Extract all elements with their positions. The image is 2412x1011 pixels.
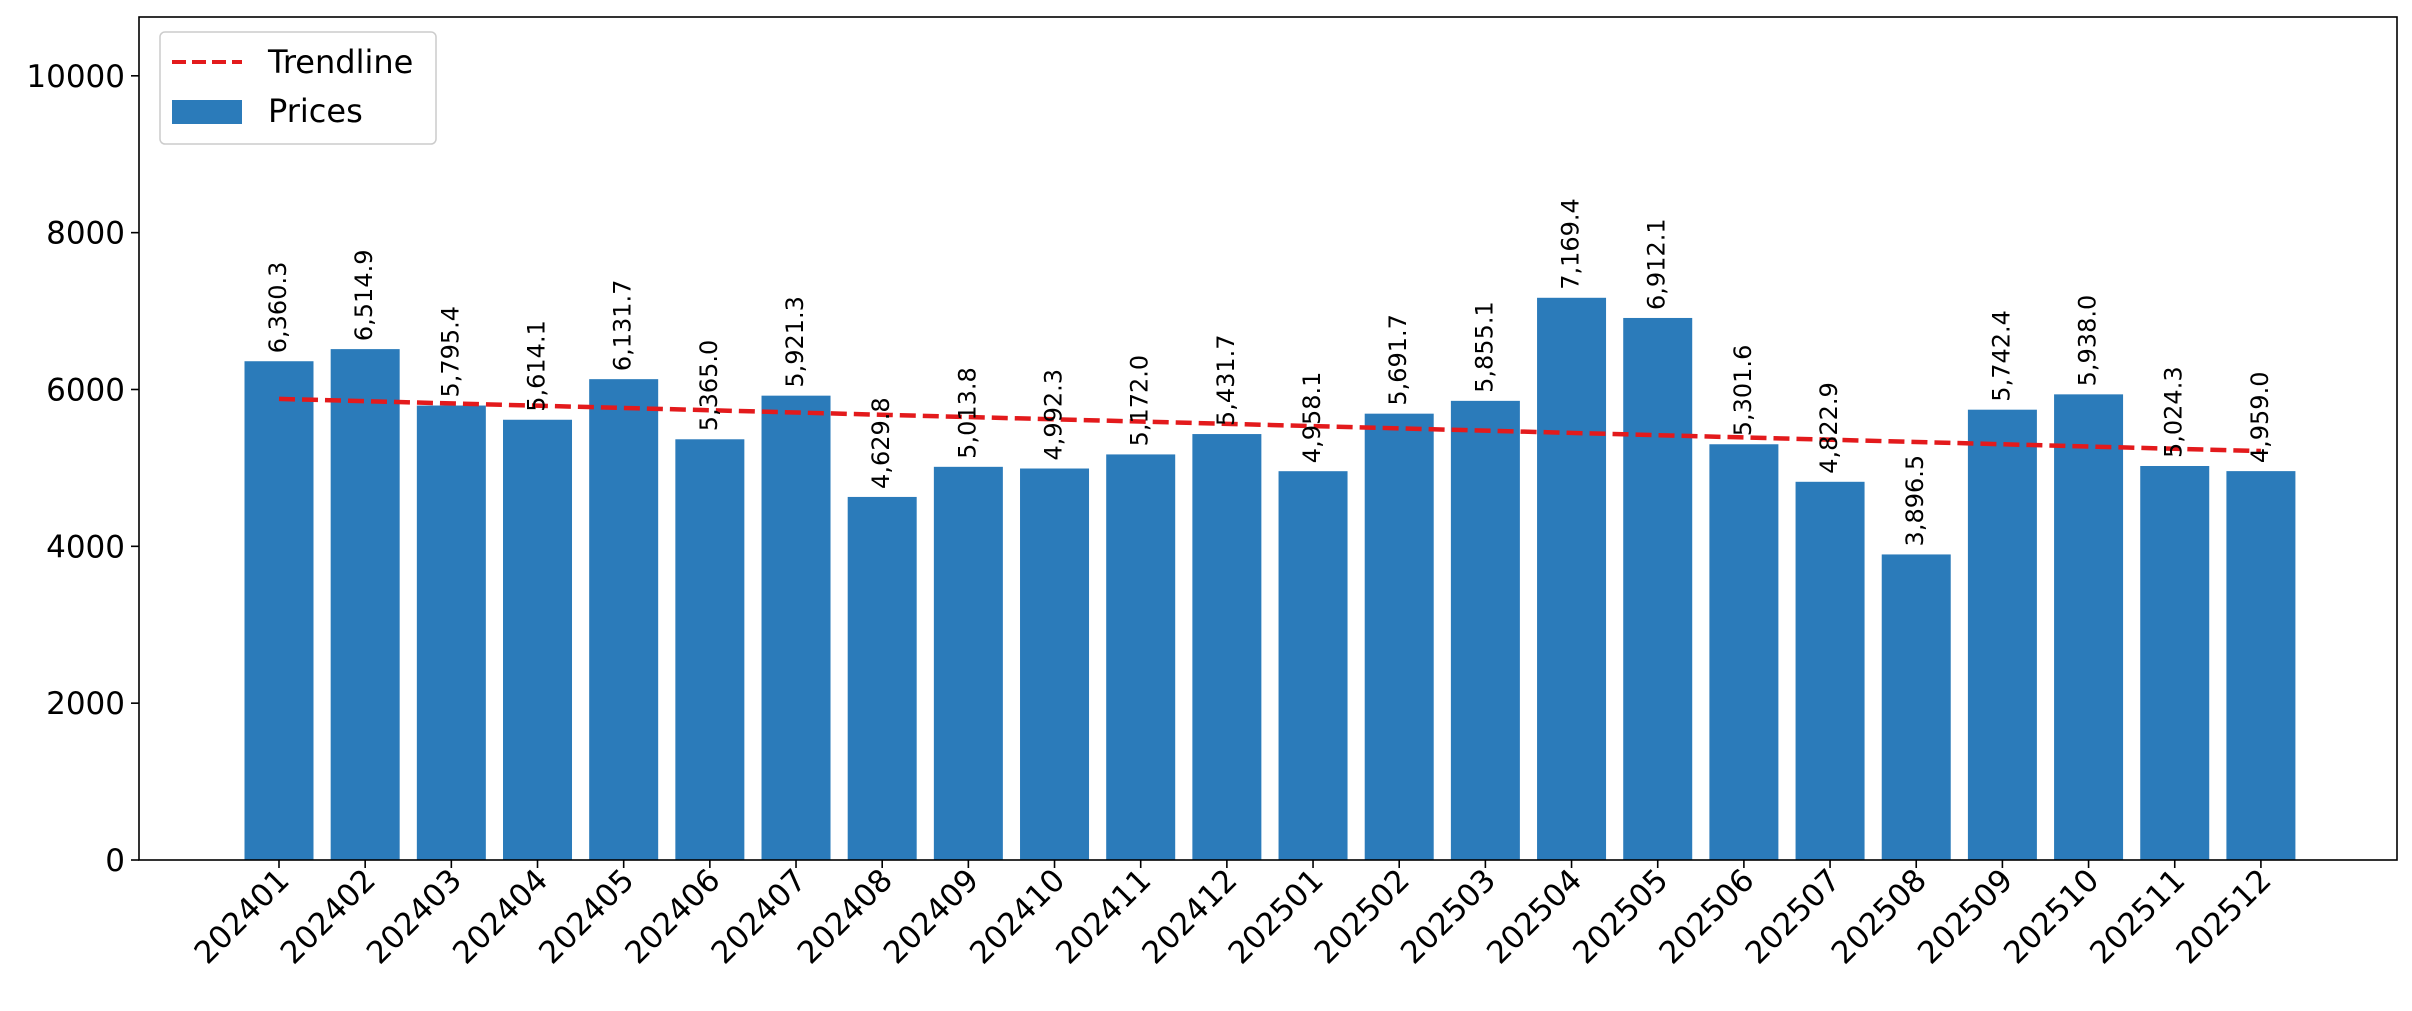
bar-202509 [1967,409,2037,860]
x-tick-label-202409: 202409 [877,862,986,971]
data-label-202503: 5,855.1 [1470,301,1498,393]
bar-202503 [1450,400,1520,860]
data-label-202408: 4,629.8 [867,397,895,489]
y-tick-label-10000: 10000 [26,59,125,95]
trendline [278,396,2261,454]
x-tick-label-202411: 202411 [1049,862,1158,971]
bar-202511 [2140,466,2210,860]
data-label-202505: 6,912.1 [1643,218,1671,310]
data-label-202508: 3,896.5 [1901,455,1929,547]
x-tick-label-202511: 202511 [2083,862,2192,971]
plot-frame [138,16,2398,861]
bar-202502 [1364,413,1434,860]
bar-202406 [675,439,745,860]
x-tick-label-202407: 202407 [705,862,814,971]
x-axis: 2024012024022024032024042024052024062024… [188,860,2279,971]
data-label-202401: 6,360.3 [264,262,292,354]
bar-202510 [2054,394,2124,860]
y-tick-label-6000: 6000 [46,372,125,408]
x-tick-label-202402: 202402 [274,862,383,971]
bar-202506 [1709,444,1779,860]
legend: Trendline Prices [159,31,437,145]
bar-202409 [933,466,1003,860]
data-label-202410: 4,992.3 [1040,369,1068,461]
x-tick-label-202506: 202506 [1652,862,1761,971]
bar-202412 [1192,434,1262,860]
data-label-202409: 5,013.8 [953,367,981,459]
data-label-202506: 5,301.6 [1729,345,1757,437]
data-label-202403: 5,795.4 [436,306,464,398]
bar-202505 [1623,317,1693,860]
data-label-202406: 5,365.0 [695,340,723,432]
data-label-202501: 4,958.1 [1298,372,1326,464]
x-tick-label-202509: 202509 [1911,862,2020,971]
bar-202407 [761,395,831,860]
x-tick-label-202401: 202401 [188,862,297,971]
bar-202512 [2226,471,2296,860]
x-tick-label-202503: 202503 [1394,862,1503,971]
x-tick-label-202510: 202510 [1997,862,2106,971]
trendline-layer [278,396,2261,454]
data-label-202407: 5,921.3 [781,296,809,388]
legend-trendline-label: Trendline [267,43,413,81]
data-label-202412: 5,431.7 [1212,334,1240,426]
bar-202410 [1020,468,1090,860]
x-tick-label-202412: 202412 [1135,862,1244,971]
y-tick-label-4000: 4000 [46,529,125,565]
data-label-202404: 5,614.1 [523,320,551,412]
legend-prices-label: Prices [268,92,363,130]
y-tick-label-8000: 8000 [46,216,125,252]
y-tick-label-2000: 2000 [46,686,125,722]
x-tick-label-202403: 202403 [360,862,469,971]
bar-202408 [847,496,917,860]
x-tick-label-202408: 202408 [791,862,900,971]
data-label-202502: 5,691.7 [1384,314,1412,406]
bar-202405 [589,379,659,860]
x-tick-label-202410: 202410 [963,862,1072,971]
data-labels-layer: 6,360.3 6,514.9 5,795.4 5,614.1 6,131.7 5,365… [264,198,2274,546]
x-tick-label-202502: 202502 [1308,862,1417,971]
y-axis: 0 2000 4000 6000 8000 10000 [26,59,139,879]
bar-202401 [244,361,314,860]
bar-202508 [1881,554,1951,860]
x-tick-label-202505: 202505 [1566,862,1675,971]
x-tick-label-202405: 202405 [532,862,641,971]
data-label-202402: 6,514.9 [350,250,378,342]
bar-202411 [1106,454,1176,860]
y-tick-label-0: 0 [105,843,125,879]
bar-202404 [503,419,573,860]
bar-202402 [330,349,400,860]
data-label-202510: 5,938.0 [2074,295,2102,387]
x-tick-label-202507: 202507 [1739,862,1848,971]
x-tick-label-202501: 202501 [1222,862,1331,971]
data-label-202512: 4,959.0 [2246,372,2274,464]
data-label-202507: 4,822.9 [1815,382,1843,474]
x-tick-label-202504: 202504 [1480,862,1589,971]
bar-202504 [1537,297,1607,860]
data-label-202509: 5,742.4 [1987,310,2015,402]
x-tick-label-202512: 202512 [2169,862,2278,971]
data-label-202511: 5,024.3 [2160,366,2188,458]
bars-layer [244,297,2296,860]
data-label-202504: 7,169.4 [1557,198,1585,290]
bar-202507 [1795,481,1865,860]
legend-prices-marker [172,100,242,124]
x-tick-label-202406: 202406 [618,862,727,971]
data-label-202405: 6,131.7 [609,280,637,372]
x-tick-label-202508: 202508 [1825,862,1934,971]
bar-202403 [416,405,486,860]
x-tick-label-202404: 202404 [446,862,555,971]
bar-202501 [1278,471,1348,860]
data-label-202411: 5,172.0 [1126,355,1154,447]
